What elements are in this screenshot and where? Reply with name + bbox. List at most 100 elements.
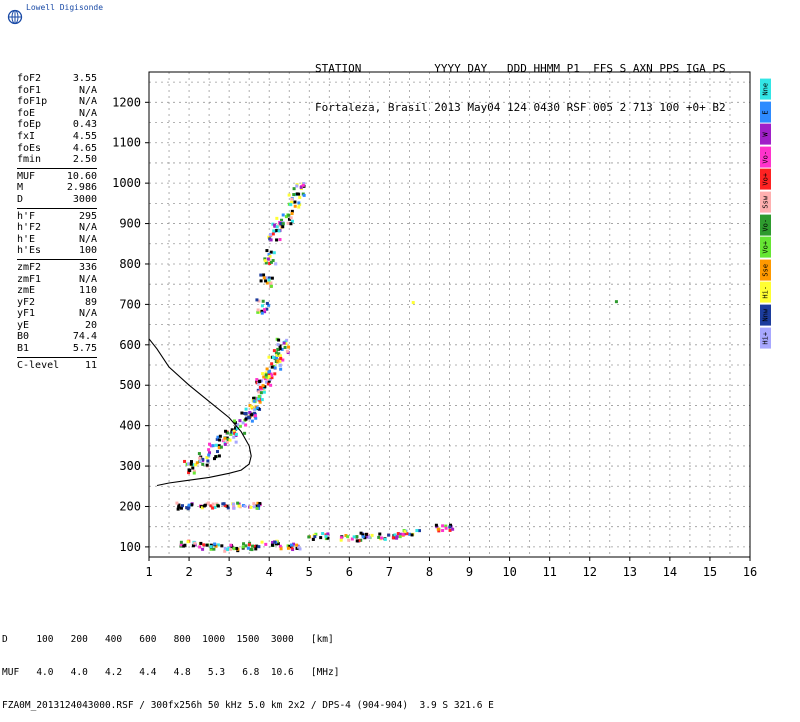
echo-point xyxy=(255,298,271,315)
param-value: N/A xyxy=(78,96,97,108)
x-tick-label: 6 xyxy=(346,565,353,579)
echo-pixel xyxy=(223,546,227,550)
echo-pixel xyxy=(209,504,213,508)
echo-pixel xyxy=(257,504,261,508)
echo-pixel xyxy=(269,250,273,254)
echo-pixel xyxy=(232,429,236,433)
x-tick-label: 12 xyxy=(583,565,597,579)
param-label: yE xyxy=(17,319,30,331)
echo-pixel xyxy=(256,310,260,314)
echo-pixel xyxy=(226,506,230,510)
echo-point xyxy=(411,301,415,305)
echo-pixel xyxy=(265,377,269,381)
echo-pixel xyxy=(437,529,441,533)
echo-pixel xyxy=(235,546,239,550)
param-label: M xyxy=(17,182,24,194)
echo-pixel xyxy=(243,504,247,508)
echo-pixel xyxy=(189,460,193,464)
echo-pixel xyxy=(311,537,315,541)
echo-pixel xyxy=(273,540,277,544)
echo-pixel xyxy=(236,423,240,427)
echo-pixel xyxy=(219,445,223,449)
echo-pixel xyxy=(220,544,224,548)
echo-pixel xyxy=(233,431,237,435)
echo-pixel xyxy=(287,217,291,221)
echo-pixel xyxy=(295,543,299,547)
echo-pixel xyxy=(190,503,194,507)
param-value: 3000 xyxy=(72,193,97,205)
param-label: h'F xyxy=(17,210,36,222)
param-label: yF2 xyxy=(17,296,36,308)
legend-tab: W xyxy=(760,124,771,145)
profile-curve xyxy=(148,338,252,487)
echo-pixel xyxy=(260,311,264,315)
x-tick-label: 8 xyxy=(426,565,433,579)
echo-pixel xyxy=(252,505,256,509)
echo-pixel xyxy=(289,203,293,207)
echo-point xyxy=(220,543,240,553)
echo-pixel xyxy=(207,453,211,457)
scaled-parameters-panel: foF2 3.55 foF1 N/A foF1p N/A foE N/A foEp 0.43 fxI… xyxy=(17,73,97,371)
echo-pixel xyxy=(395,536,399,540)
echo-pixel xyxy=(448,525,452,529)
echo-pixel xyxy=(187,503,191,507)
legend-tab: E xyxy=(760,101,771,123)
param-row-zmf1: zmF1 N/A xyxy=(17,274,97,286)
param-value: N/A xyxy=(78,233,97,245)
param-value: 2.50 xyxy=(72,154,97,166)
echo-pixel xyxy=(179,540,183,544)
echo-pixel xyxy=(256,308,260,312)
echo-pixel xyxy=(274,542,278,546)
echo-pixel xyxy=(277,229,281,233)
echo-pixel xyxy=(260,398,264,402)
echo-point xyxy=(215,434,230,450)
echo-pixel xyxy=(208,442,212,446)
echo-pixel xyxy=(276,359,280,363)
echo-pixel xyxy=(195,461,199,465)
echo-pixel xyxy=(216,435,220,439)
echo-pixel xyxy=(289,222,293,226)
echo-pixel xyxy=(260,540,264,544)
echo-pixel xyxy=(252,399,256,403)
echo-point xyxy=(339,534,363,543)
echo-pixel xyxy=(205,463,209,467)
echo-pixel xyxy=(234,440,238,444)
echo-pixel xyxy=(441,529,445,533)
echo-pixel xyxy=(405,532,409,536)
echo-pixel xyxy=(258,385,262,389)
param-value: 3.55 xyxy=(72,73,97,84)
echo-point xyxy=(259,273,274,288)
echo-pixel xyxy=(267,303,271,307)
echo-pixel xyxy=(411,301,415,305)
echo-pixel xyxy=(298,203,302,207)
y-tick-label: 1100 xyxy=(112,136,141,150)
echo-pixel xyxy=(218,434,222,438)
echo-pixel xyxy=(290,200,294,204)
echo-pixel xyxy=(407,532,411,536)
param-value: 74.4 xyxy=(72,331,97,343)
echo-pixel xyxy=(255,381,259,385)
echo-point xyxy=(183,459,198,475)
echo-pixel xyxy=(258,379,262,383)
echo-pixel xyxy=(191,466,195,470)
echo-pixel xyxy=(264,373,268,377)
echo-pixel xyxy=(271,259,275,263)
legend-tab: Hi+ xyxy=(760,327,771,349)
echo-traces xyxy=(175,182,618,553)
echo-pixel xyxy=(297,201,301,205)
echo-pixel xyxy=(383,537,387,541)
param-value: 11 xyxy=(84,359,97,371)
y-tick-label: 700 xyxy=(119,297,141,311)
echo-pixel xyxy=(366,535,370,539)
y-tick-label: 900 xyxy=(119,217,141,231)
param-label: fmin xyxy=(17,154,42,166)
echo-pixel xyxy=(192,469,196,473)
legend-tab: Ssw xyxy=(760,192,771,213)
echo-pixel xyxy=(295,184,299,188)
param-row-hf: h'F 295 xyxy=(17,211,97,223)
echo-pixel xyxy=(216,504,220,508)
echo-pixel xyxy=(294,193,298,197)
param-row-yf1: yF1 N/A xyxy=(17,308,97,320)
echo-pixel xyxy=(257,299,261,303)
echo-pixel xyxy=(255,298,259,302)
